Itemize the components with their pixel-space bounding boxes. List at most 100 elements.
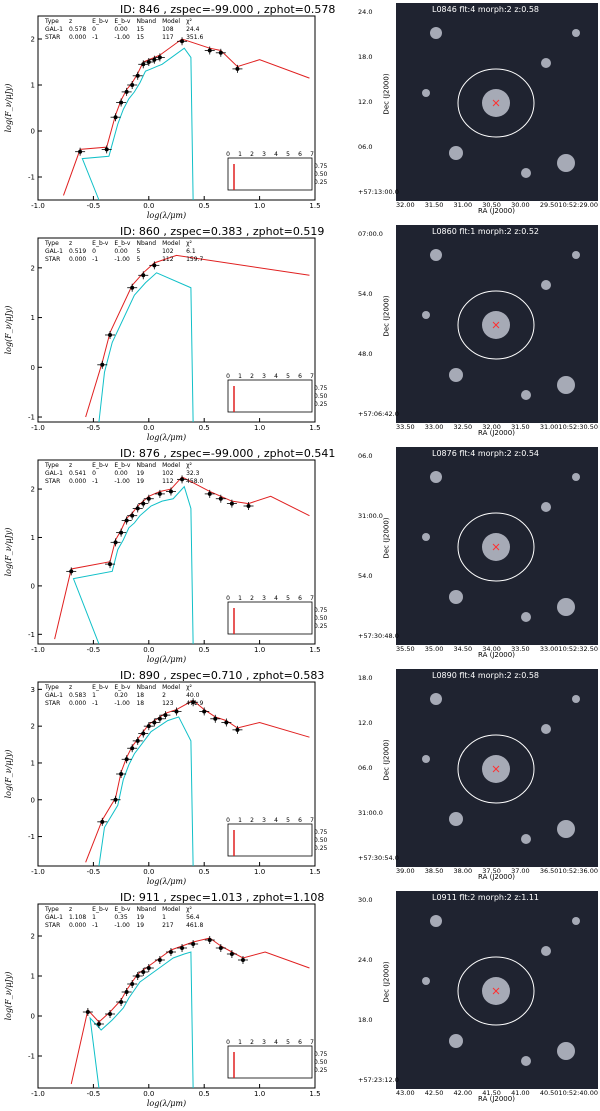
y-tick-label: -1: [28, 631, 35, 639]
inset-ytick-label: 0.50: [314, 393, 328, 400]
ra-tick-label: 38.50: [424, 867, 444, 875]
inset-tick-label: 2: [250, 1039, 254, 1046]
table-cell: -1.00: [114, 478, 130, 485]
star-model-line: [81, 47, 194, 201]
figure-panel: -1.0 -0.5 0.0 0.5 1.0 1.5 -1 0 1 2 log(λ/μm) log(F_…: [0, 444, 600, 666]
sed-chart: -1.0 -0.5 0.0 0.5 1.0 1.5-1012log(λ/μm)log(F_…: [4, 237, 328, 442]
sed-chart: -1.0 -0.5 0.0 0.5 1.0 1.5-1012log(λ/μm)log(F_…: [4, 459, 328, 664]
table-header-cell: χ²: [186, 906, 192, 913]
panel-title: ID: 876 , zspec=-99.000 , zphot=0.541: [120, 447, 336, 460]
inset-tick-label: 5: [286, 595, 290, 602]
table-cell: 0: [92, 26, 96, 33]
photometry-point: [119, 530, 124, 535]
table-cell: 1.108: [68, 914, 87, 921]
ra-tick-label: 39.00: [396, 867, 415, 875]
inset-tick-label: 3: [262, 151, 266, 158]
source-blob: [430, 693, 442, 705]
table-header-cell: Type: [45, 240, 59, 247]
image-label: L0890 flt:4 morph:2 z:0.58: [432, 671, 540, 680]
photometry-point: [207, 938, 212, 942]
x-axis-label: log(λ/μm): [147, 433, 186, 442]
table-cell: -1: [92, 34, 99, 41]
ra-tick-label: 40.5010:52:40.00: [539, 1089, 598, 1097]
table-header-cell: E_b-v: [92, 18, 109, 25]
inset-ytick-label: 0.50: [314, 1059, 328, 1066]
inset-tick-label: 7: [310, 595, 314, 602]
contour-line: [457, 68, 535, 138]
photometry-point: [124, 990, 129, 994]
table-cell: GAL-1: [45, 248, 63, 255]
table-cell: 0.578: [68, 26, 87, 33]
inset-tick-label: 7: [310, 1039, 314, 1046]
inset-ytick-label: 0.75: [314, 1051, 328, 1058]
sky-cutout: L0911 flt:2 morph:2 z:1.11 30.0 24.0 18.0 +5…: [358, 888, 600, 1110]
table-row: STAR 0.000 -1 -1.00 15 117 351.6: [42, 34, 206, 42]
ra-tick-label: 32.50: [453, 423, 473, 431]
ra-tick-row: 35.50 35.00 34.50 34.00 33.50 33.0010:52:32.5…: [396, 645, 598, 653]
figure-panel: -1.0 -0.5 0.0 0.5 1.0 1.5 -1 0 1 2 log(λ/μm) log(F_…: [0, 888, 600, 1110]
table-header-cell: z: [68, 684, 73, 691]
pz-inset: [227, 157, 313, 191]
fit-table: Type z E_b-v E_b-v Nband Model χ² GAL-1 0.541 0 0.…: [42, 462, 206, 486]
photometry-point: [78, 149, 83, 154]
target-marker: [492, 321, 500, 329]
table-header-cell: Nband: [136, 240, 157, 247]
photometry-point: [141, 62, 146, 67]
source-blob: [521, 168, 531, 178]
photometry-point: [218, 496, 223, 501]
table-header-cell: Model: [162, 684, 181, 691]
source-blob: [449, 146, 463, 160]
x-tick-label: -1.0: [31, 1090, 45, 1098]
sky-cutout: L0890 flt:4 morph:2 z:0.58 18.0 12.0 06.0 31…: [358, 666, 600, 888]
photometry-point: [168, 489, 173, 494]
table-cell: 102: [162, 248, 174, 255]
inset-tick-label: 6: [298, 1039, 302, 1046]
y-tick-label: -1: [28, 1053, 35, 1061]
photometry-point: [218, 946, 223, 950]
y-tick-label: 1: [31, 314, 35, 322]
plot-frame: [37, 903, 316, 1089]
inset-tick-label: 3: [262, 373, 266, 380]
inset-ytick-label: 0.50: [314, 171, 328, 178]
table-header-cell: E_b-v: [114, 684, 131, 691]
dec-tick-label: 54.0: [358, 572, 373, 580]
table-header-cell: Model: [162, 906, 181, 913]
photometry-point: [202, 709, 207, 714]
table-header-cell: χ²: [186, 684, 192, 691]
photometry-point: [229, 501, 234, 506]
table-cell: 0.000: [68, 256, 87, 263]
inset-tick-label: 6: [298, 595, 302, 602]
table-header-cell: E_b-v: [92, 684, 109, 691]
dec-tick-label: 24.0: [358, 956, 373, 964]
table-cell: 56.4: [186, 914, 200, 921]
pz-inset: [227, 601, 313, 635]
inset-tick-label: 6: [298, 373, 302, 380]
photometry-point: [130, 746, 135, 751]
y-axis-label: log(F_ν/μJy): [4, 528, 13, 577]
table-cell: 461.8: [186, 922, 204, 929]
y-tick-label: 3: [31, 686, 35, 694]
ra-tick-label: 33.00: [424, 423, 444, 431]
photometry-point: [213, 716, 218, 721]
source-blob: [430, 27, 442, 39]
inset-ytick-label: 0.25: [314, 623, 328, 630]
table-cell: 108: [162, 26, 174, 33]
photometry-point: [135, 506, 140, 511]
photometry-point: [146, 724, 151, 729]
table-header-cell: z: [68, 240, 73, 247]
inset-tick-label: 0: [226, 1039, 230, 1046]
x-tick-label: -0.5: [87, 202, 101, 210]
ra-tick-label: 38.00: [453, 867, 473, 875]
sky-image: L0911 flt:2 morph:2 z:1.11: [396, 891, 598, 1089]
source-blob: [541, 280, 551, 290]
x-tick-label: 0.5: [199, 1090, 210, 1098]
x-tick-label: -1.0: [31, 202, 45, 210]
photometry-point: [108, 562, 113, 567]
dec-tick-label: 12.0: [358, 98, 373, 106]
sky-overlay: [422, 471, 580, 622]
y-tick-label: 1: [31, 82, 35, 90]
y-tick-label: 2: [31, 264, 35, 272]
photometry-point: [146, 966, 151, 970]
x-tick-label: 1.5: [309, 868, 320, 876]
x-tick-label: 0.0: [143, 424, 154, 432]
